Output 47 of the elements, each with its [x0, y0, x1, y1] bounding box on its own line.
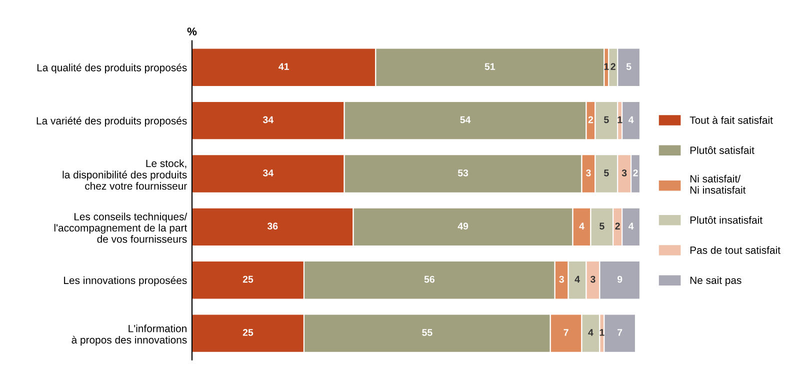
- data-label: 9: [617, 276, 622, 283]
- data-label: 5: [626, 63, 632, 70]
- data-label: 49: [458, 222, 468, 230]
- data-label: 3: [622, 169, 627, 176]
- data-label: 51: [484, 63, 496, 70]
- y-tick-label: Les conseils techniques/ l'accompagnement de la part de vos fournisseurs: [54, 212, 188, 243]
- data-label: 25: [242, 329, 254, 336]
- data-label: 34: [262, 116, 274, 124]
- legend-label: Ne sait pas: [690, 276, 742, 286]
- data-label: 55: [422, 329, 432, 336]
- data-label: 4: [628, 222, 634, 230]
- y-tick-label: L'information à propos des innovations: [72, 324, 187, 346]
- data-label: 1: [618, 116, 622, 124]
- y-tick-label: Les innovations proposées: [64, 276, 187, 286]
- data-label: 41: [278, 63, 289, 70]
- data-label: 2: [615, 222, 620, 230]
- text: %: [187, 28, 197, 36]
- legend-label: Plutôt insatisfait: [690, 216, 762, 224]
- data-label: 4: [579, 222, 584, 230]
- legend-label: Plutôt satisfait: [690, 146, 754, 154]
- data-label: 7: [618, 329, 622, 336]
- data-label: 56: [424, 276, 434, 283]
- data-label: 3: [559, 276, 564, 283]
- data-label: 2: [633, 169, 638, 176]
- data-label: 4: [574, 276, 580, 283]
- data-label: 34: [262, 169, 274, 176]
- data-label: 7: [564, 329, 568, 336]
- y-tick-label: La variété des produits proposés: [36, 116, 187, 127]
- data-label: 54: [460, 116, 471, 124]
- data-label: 3: [590, 276, 596, 283]
- data-label: 53: [458, 169, 468, 176]
- data-label: 2: [588, 116, 594, 124]
- y-tick-label: La qualité des produits proposés: [37, 64, 187, 74]
- data-label: 36: [267, 222, 278, 230]
- data-label: 5: [600, 222, 604, 230]
- legend-label: Ni satisfait/ Ni insatisfait: [690, 174, 746, 194]
- y-tick-label: Le stock, la disponibilité des produits chez votre fournisseur: [62, 159, 187, 190]
- data-label: 4: [628, 116, 634, 124]
- legend-label: Pas de tout satisfait: [690, 246, 780, 254]
- data-label: 5: [604, 116, 609, 124]
- legend-label: Tout à fait satisfait: [690, 116, 773, 124]
- data-label: 5: [604, 170, 609, 176]
- data-label: 1: [600, 329, 604, 336]
- data-label: 2: [610, 63, 616, 70]
- data-label: 4: [588, 329, 594, 336]
- data-label: 3: [586, 169, 591, 176]
- data-label: 25: [242, 276, 254, 283]
